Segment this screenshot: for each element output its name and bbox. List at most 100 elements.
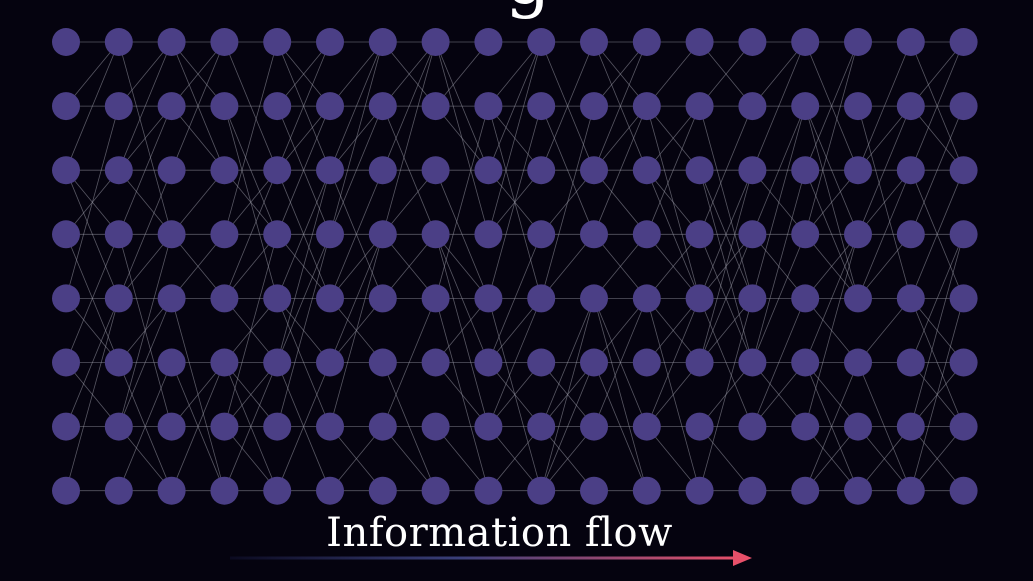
- neuron-node: [632, 476, 661, 505]
- neuron-node: [474, 220, 503, 249]
- edge: [857, 105, 912, 235]
- edge: [699, 105, 753, 299]
- edge: [118, 170, 172, 299]
- neuron-node: [210, 348, 239, 377]
- neuron-node: [738, 476, 767, 505]
- neuron-node: [896, 156, 925, 185]
- edge: [118, 234, 172, 427]
- neuron-node: [685, 476, 714, 505]
- edge: [752, 298, 806, 427]
- neuron-node: [210, 412, 239, 441]
- edge: [488, 41, 542, 235]
- edge: [593, 298, 648, 427]
- neuron-node: [632, 92, 661, 121]
- neuron-node: [263, 220, 292, 249]
- neuron-node: [896, 92, 925, 121]
- edge: [276, 362, 331, 491]
- neuron-node: [104, 476, 133, 505]
- edge: [118, 41, 172, 171]
- neuron-node: [791, 156, 820, 185]
- edge: [224, 41, 278, 235]
- edge: [593, 105, 648, 235]
- neuron-node: [844, 348, 872, 377]
- neuron-node: [263, 156, 292, 185]
- edge: [804, 362, 859, 491]
- edge: [435, 105, 489, 299]
- edge: [646, 298, 700, 427]
- neuron-node: [52, 220, 80, 249]
- edge: [329, 170, 384, 299]
- neuron-node: [685, 28, 714, 56]
- neuron-node: [632, 348, 661, 377]
- edge-layer: [65, 41, 964, 492]
- neuron-node: [474, 348, 503, 377]
- edge: [276, 105, 331, 235]
- edge: [540, 105, 595, 299]
- neuron-node: [949, 220, 978, 249]
- neuron-node: [157, 92, 186, 121]
- neuron-node: [791, 348, 820, 377]
- edge: [276, 170, 331, 363]
- neuron-node: [368, 92, 397, 121]
- edge: [540, 298, 595, 427]
- edge: [910, 41, 964, 171]
- neuron-node: [421, 156, 450, 185]
- neuron-node: [421, 28, 450, 56]
- neuron-node: [421, 220, 450, 249]
- edge: [540, 41, 595, 171]
- neuron-node: [738, 156, 767, 185]
- information-flow-caption: Information flow: [326, 510, 673, 556]
- edge: [752, 170, 806, 363]
- neuron-node: [896, 28, 925, 56]
- neuron-node: [580, 156, 608, 185]
- neuron-node: [368, 348, 397, 377]
- neuron-node: [368, 476, 397, 505]
- neuron-node: [844, 220, 872, 249]
- edge: [224, 170, 278, 299]
- neuron-node: [210, 156, 239, 185]
- edge: [118, 298, 172, 427]
- neuron-node: [104, 348, 133, 377]
- edge: [276, 41, 331, 171]
- edge: [276, 170, 331, 299]
- neuron-node: [685, 412, 714, 441]
- edge: [804, 234, 859, 427]
- edge: [910, 105, 964, 235]
- neuron-node: [474, 412, 503, 441]
- edge: [593, 298, 648, 491]
- neuron-node: [791, 412, 820, 441]
- neuron-node: [104, 156, 133, 185]
- neuron-node: [263, 476, 292, 505]
- neuron-node: [896, 348, 925, 377]
- neuron-node: [368, 220, 397, 249]
- neuron-node: [844, 284, 872, 313]
- edge: [65, 234, 120, 363]
- neuron-node: [210, 220, 239, 249]
- edge: [488, 298, 542, 427]
- neuron-node: [685, 220, 714, 249]
- neuron-node: [791, 92, 820, 121]
- edge: [752, 105, 806, 299]
- edge: [276, 234, 331, 363]
- neuron-node: [791, 220, 820, 249]
- edge: [382, 41, 436, 235]
- neuron-node: [632, 220, 661, 249]
- edge: [329, 41, 384, 171]
- neuron-node: [368, 28, 397, 56]
- neuron-node: [844, 412, 872, 441]
- neuron-node: [52, 284, 80, 313]
- neuron-node: [104, 284, 133, 313]
- neuron-node: [52, 28, 80, 56]
- neuron-node: [316, 476, 344, 505]
- neuron-node: [316, 92, 344, 121]
- edge: [752, 41, 806, 171]
- edge: [65, 298, 120, 427]
- edge: [699, 234, 753, 363]
- neuron-node: [527, 28, 556, 56]
- neuron-node: [263, 92, 292, 121]
- neuron-node: [474, 92, 503, 121]
- neuron-node: [738, 220, 767, 249]
- edge: [699, 170, 753, 363]
